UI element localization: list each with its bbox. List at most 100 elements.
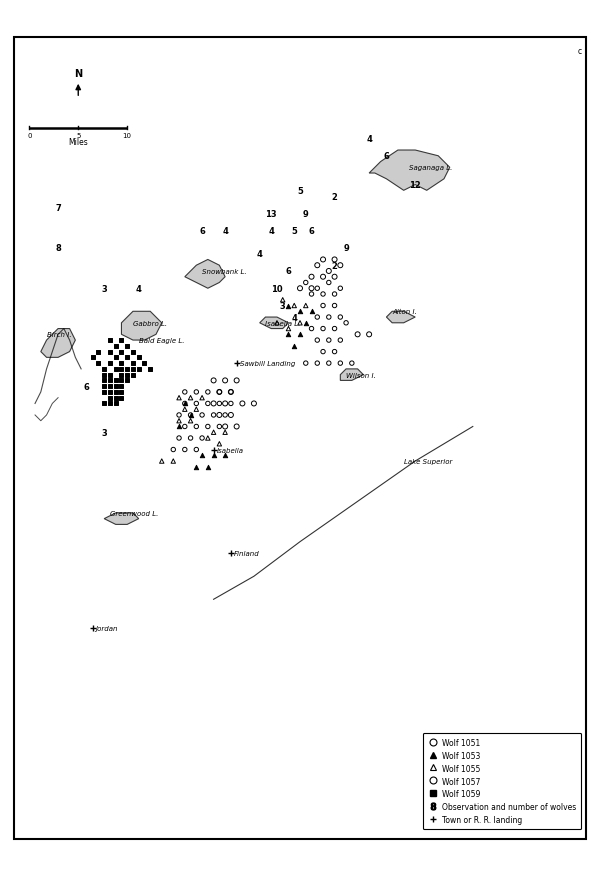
Text: 6: 6 xyxy=(286,267,292,276)
Point xyxy=(238,397,247,411)
Point xyxy=(335,282,345,296)
Point xyxy=(330,299,340,313)
Point xyxy=(203,460,212,474)
Point xyxy=(226,397,236,411)
Point xyxy=(353,328,362,342)
Text: N: N xyxy=(74,69,82,79)
Point xyxy=(111,397,121,411)
Point xyxy=(128,368,138,382)
Point xyxy=(226,386,236,400)
Text: Gabbro L.: Gabbro L. xyxy=(133,320,167,326)
Point xyxy=(318,288,328,302)
Text: 9: 9 xyxy=(343,244,349,253)
Point xyxy=(116,346,126,360)
Point xyxy=(111,380,121,394)
Point xyxy=(128,362,138,376)
Point xyxy=(191,386,201,400)
Point xyxy=(220,397,230,411)
Point xyxy=(180,443,190,457)
Point xyxy=(289,339,299,353)
Point xyxy=(174,414,184,428)
Point xyxy=(94,346,103,360)
Text: 13: 13 xyxy=(265,210,277,218)
Point xyxy=(105,333,115,347)
Text: c: c xyxy=(578,47,582,56)
Point xyxy=(122,368,132,382)
Point xyxy=(215,420,224,434)
Point xyxy=(191,420,201,434)
Point xyxy=(111,391,121,405)
Text: Lake Superior: Lake Superior xyxy=(404,459,452,465)
Point xyxy=(203,397,212,411)
Point xyxy=(105,386,115,400)
Point xyxy=(330,270,340,284)
Point xyxy=(313,333,322,347)
Point xyxy=(174,431,184,446)
Point xyxy=(191,460,201,474)
Point xyxy=(313,282,322,296)
Point xyxy=(116,380,126,394)
Point xyxy=(347,357,356,371)
Point xyxy=(272,317,282,331)
Point xyxy=(313,357,322,371)
Point xyxy=(122,374,132,388)
Text: 6: 6 xyxy=(199,227,205,236)
Point xyxy=(88,351,97,365)
Point xyxy=(174,420,184,434)
Polygon shape xyxy=(121,312,162,340)
Point xyxy=(105,380,115,394)
Point xyxy=(100,397,109,411)
Point xyxy=(215,386,224,400)
Point xyxy=(180,386,190,400)
Point xyxy=(145,362,155,376)
Point xyxy=(295,305,305,319)
Point xyxy=(169,454,178,468)
Point xyxy=(186,431,196,446)
Point xyxy=(335,357,345,371)
Point xyxy=(116,362,126,376)
Point xyxy=(335,333,345,347)
Text: 6: 6 xyxy=(308,227,314,236)
Point xyxy=(209,397,218,411)
Polygon shape xyxy=(185,260,225,289)
Point xyxy=(157,454,167,468)
Point xyxy=(318,270,328,284)
Point xyxy=(301,299,311,313)
Polygon shape xyxy=(104,513,139,524)
Point xyxy=(197,391,207,405)
Text: 5: 5 xyxy=(76,132,80,139)
Point xyxy=(307,322,316,336)
Point xyxy=(105,357,115,371)
Point xyxy=(116,391,126,405)
Point xyxy=(335,259,345,273)
Polygon shape xyxy=(260,317,289,329)
Point xyxy=(180,397,190,411)
Text: 2: 2 xyxy=(332,192,337,202)
Text: 3: 3 xyxy=(101,284,107,294)
Point xyxy=(111,362,121,376)
Point xyxy=(324,310,334,324)
Point xyxy=(186,391,196,405)
Text: 5: 5 xyxy=(297,187,303,196)
Point xyxy=(318,346,328,360)
Point xyxy=(335,310,345,324)
Text: 4: 4 xyxy=(222,227,228,236)
Point xyxy=(301,276,311,290)
Point xyxy=(197,431,207,446)
Point xyxy=(105,397,115,411)
Point xyxy=(186,414,196,428)
Point xyxy=(197,409,207,423)
Text: 0: 0 xyxy=(27,132,32,139)
Text: Alton I.: Alton I. xyxy=(392,309,417,315)
Point xyxy=(330,253,340,267)
Point xyxy=(289,299,299,313)
Point xyxy=(174,409,184,423)
Point xyxy=(220,449,230,463)
Point xyxy=(215,386,224,400)
Text: 4: 4 xyxy=(292,313,297,322)
Point xyxy=(116,374,126,388)
Point xyxy=(324,333,334,347)
Point xyxy=(220,409,230,423)
Point xyxy=(209,449,218,463)
Point xyxy=(122,339,132,353)
